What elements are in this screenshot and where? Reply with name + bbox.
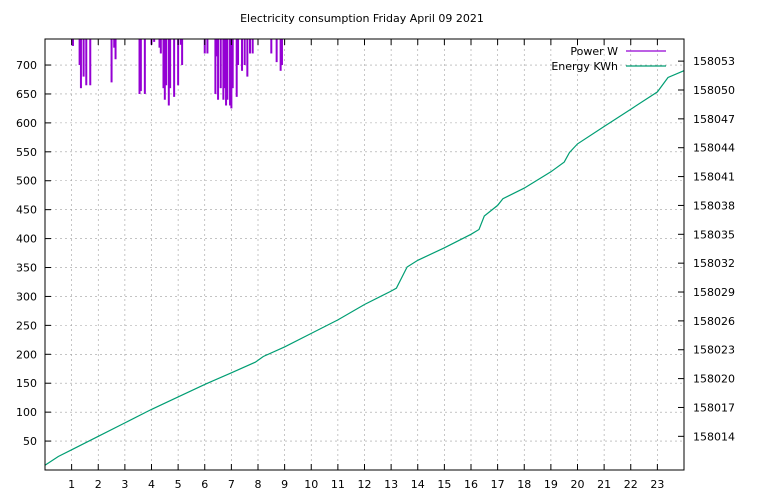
x-tick-label: 1 xyxy=(68,478,75,491)
x-tick-label: 3 xyxy=(121,478,128,491)
ticks xyxy=(45,39,684,470)
y-tick-label: 400 xyxy=(16,233,37,246)
x-tick-label: 21 xyxy=(597,478,611,491)
x-tick-label: 18 xyxy=(517,478,531,491)
y2-tick-label: 158017 xyxy=(693,401,735,414)
legend: Power W Energy KWh xyxy=(551,45,666,73)
x-tick-label: 13 xyxy=(384,478,398,491)
y-tick-label: 300 xyxy=(16,290,37,303)
x-tick-label: 22 xyxy=(624,478,638,491)
x-tick-label: 16 xyxy=(464,478,478,491)
x-tick-label: 2 xyxy=(95,478,102,491)
x-tick-label: 11 xyxy=(331,478,345,491)
grid xyxy=(45,39,684,470)
chart-title: Electricity consumption Friday April 09 … xyxy=(240,12,484,25)
y2-tick-label: 158047 xyxy=(693,113,735,126)
x-tick-label: 12 xyxy=(358,478,372,491)
x-tick-label: 14 xyxy=(411,478,425,491)
y2-tick-label: 158014 xyxy=(693,430,735,443)
energy-series xyxy=(44,70,685,466)
x-tick-label: 19 xyxy=(544,478,558,491)
y2-tick-label: 158026 xyxy=(693,315,735,328)
y2-tick-labels: 158014 158017 158020 158023 158026 158029 1580… xyxy=(693,55,735,443)
power-series xyxy=(71,39,283,109)
y-tick-label: 50 xyxy=(23,435,37,448)
y2-tick-label: 158023 xyxy=(693,344,735,357)
x-tick-label: 7 xyxy=(228,478,235,491)
y-tick-label: 200 xyxy=(16,348,37,361)
y-tick-label: 550 xyxy=(16,146,37,159)
y-tick-label: 650 xyxy=(16,88,37,101)
x-tick-label: 9 xyxy=(281,478,288,491)
y2-tick-label: 158044 xyxy=(693,142,735,155)
y-tick-label: 100 xyxy=(16,406,37,419)
x-tick-labels: 1 2 3 4 5 6 7 8 9 10 11 12 13 14 15 16 17 18 19 20 21 22 23 xyxy=(68,478,664,491)
y-tick-label: 350 xyxy=(16,262,37,275)
y-tick-label: 450 xyxy=(16,204,37,217)
x-tick-label: 8 xyxy=(255,478,262,491)
x-tick-label: 17 xyxy=(491,478,505,491)
y-tick-label: 150 xyxy=(16,377,37,390)
y2-tick-label: 158032 xyxy=(693,257,735,270)
y-tick-labels: 50 100 150 200 250 300 350 400 450 500 550 600 650 70… xyxy=(16,59,37,448)
y-tick-label: 500 xyxy=(16,175,37,188)
x-tick-label: 5 xyxy=(175,478,182,491)
x-tick-label: 10 xyxy=(304,478,318,491)
y2-tick-label: 158020 xyxy=(693,373,735,386)
y2-tick-label: 158038 xyxy=(693,199,735,212)
legend-label: Energy KWh xyxy=(551,60,618,73)
y-tick-label: 700 xyxy=(16,59,37,72)
y-tick-label: 250 xyxy=(16,319,37,332)
y2-tick-label: 158029 xyxy=(693,286,735,299)
y2-tick-label: 158041 xyxy=(693,171,735,184)
x-tick-label: 15 xyxy=(437,478,451,491)
x-tick-label: 20 xyxy=(571,478,585,491)
x-tick-label: 23 xyxy=(650,478,664,491)
y2-tick-label: 158053 xyxy=(693,55,735,68)
legend-label: Power W xyxy=(570,45,618,58)
y2-tick-label: 158035 xyxy=(693,228,735,241)
energy-line xyxy=(44,70,685,466)
x-tick-label: 4 xyxy=(148,478,155,491)
x-tick-label: 6 xyxy=(201,478,208,491)
y2-tick-label: 158050 xyxy=(693,84,735,97)
y-tick-label: 600 xyxy=(16,117,37,130)
